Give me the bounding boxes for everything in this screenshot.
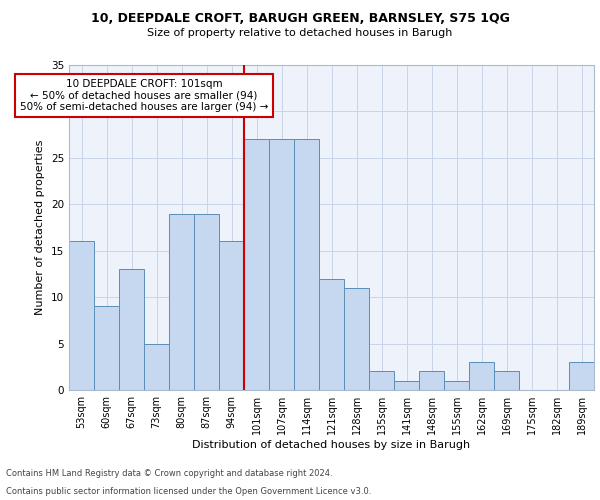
Bar [94,306,119,390]
Bar [244,140,269,390]
Bar [344,288,369,390]
Bar [319,278,344,390]
Bar [569,362,594,390]
Bar [144,344,169,390]
Bar [194,214,219,390]
X-axis label: Distribution of detached houses by size in Barugh: Distribution of detached houses by size … [193,440,470,450]
Bar [369,372,394,390]
Bar [119,270,144,390]
Bar [219,242,244,390]
Text: Size of property relative to detached houses in Barugh: Size of property relative to detached ho… [148,28,452,38]
Bar [69,242,94,390]
Y-axis label: Number of detached properties: Number of detached properties [35,140,46,315]
Bar [169,214,194,390]
Text: Contains public sector information licensed under the Open Government Licence v3: Contains public sector information licen… [6,487,371,496]
Bar [469,362,494,390]
Text: 10, DEEPDALE CROFT, BARUGH GREEN, BARNSLEY, S75 1QG: 10, DEEPDALE CROFT, BARUGH GREEN, BARNSL… [91,12,509,26]
Bar [444,380,469,390]
Bar [419,372,444,390]
Bar [394,380,419,390]
Text: Contains HM Land Registry data © Crown copyright and database right 2024.: Contains HM Land Registry data © Crown c… [6,468,332,477]
Bar [494,372,519,390]
Text: 10 DEEPDALE CROFT: 101sqm
← 50% of detached houses are smaller (94)
50% of semi-: 10 DEEPDALE CROFT: 101sqm ← 50% of detac… [20,79,268,112]
Bar [294,140,319,390]
Bar [269,140,294,390]
